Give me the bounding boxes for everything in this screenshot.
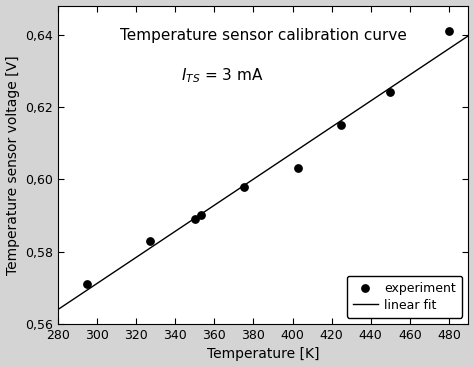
Text: $I_{TS}$ = 3 mA: $I_{TS}$ = 3 mA bbox=[181, 66, 264, 85]
experiment bbox=[83, 281, 91, 287]
linear fit bbox=[465, 33, 471, 38]
linear fit bbox=[427, 59, 433, 63]
experiment bbox=[191, 216, 199, 222]
linear fit bbox=[306, 140, 312, 144]
Y-axis label: Temperature sensor voltage [V]: Temperature sensor voltage [V] bbox=[6, 55, 19, 275]
experiment bbox=[240, 184, 247, 189]
Line: linear fit: linear fit bbox=[58, 36, 468, 309]
experiment bbox=[146, 238, 154, 244]
linear fit bbox=[298, 145, 304, 150]
linear fit bbox=[300, 144, 305, 149]
Text: Temperature sensor calibration curve: Temperature sensor calibration curve bbox=[120, 28, 407, 43]
experiment bbox=[337, 122, 345, 128]
experiment bbox=[386, 90, 394, 95]
X-axis label: Temperature [K]: Temperature [K] bbox=[207, 348, 319, 361]
experiment bbox=[445, 28, 453, 34]
experiment bbox=[197, 212, 204, 218]
linear fit bbox=[401, 77, 407, 81]
linear fit bbox=[55, 307, 61, 312]
linear fit bbox=[56, 306, 62, 311]
experiment bbox=[295, 166, 302, 171]
Legend: experiment, linear fit: experiment, linear fit bbox=[346, 276, 462, 318]
